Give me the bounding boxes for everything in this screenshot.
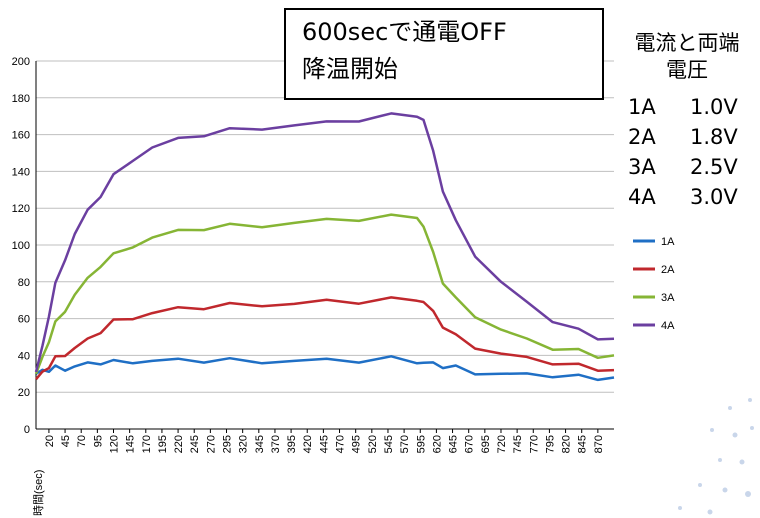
x-tick-label: 795 (544, 435, 556, 453)
x-tick-label: 470 (335, 435, 347, 453)
x-tick-label: 70 (76, 435, 88, 447)
series-line-3A (34, 213, 615, 375)
x-axis-ticks: 20 45 70 95 120 145 170 195 220 245 270 295 320 345 37… (44, 429, 605, 453)
legend: 1A 2A 3A 4A (633, 236, 675, 332)
voltage-value: 3.0V (690, 185, 738, 209)
x-tick-label: 370 (270, 435, 282, 453)
x-tick-label: 270 (205, 435, 217, 453)
x-tick-label: 595 (415, 435, 427, 453)
x-tick-label: 245 (189, 435, 201, 453)
series-lines (34, 112, 615, 382)
x-tick-label: 220 (173, 435, 185, 453)
decorative-dots (678, 398, 754, 515)
x-tick-label: 170 (141, 435, 153, 453)
x-tick-label: 420 (302, 435, 314, 453)
x-tick-label: 545 (383, 435, 395, 453)
x-tick-label: 395 (286, 435, 298, 453)
x-axis-label: 時間(sec) (32, 470, 45, 516)
y-tick-label: 80 (18, 277, 30, 289)
x-tick-label: 445 (318, 435, 330, 453)
current-value: 1A (628, 95, 656, 119)
x-tick-label: 870 (593, 435, 605, 453)
x-tick-label: 695 (480, 435, 492, 453)
table-row: 2A 1.8V (628, 122, 754, 152)
callout-line-2: 降温開始 (302, 55, 398, 83)
y-axis-ticks: 0 20 40 60 80 100 120 140 160 180 200 (12, 56, 30, 436)
side-title-line-2: 電圧 (666, 58, 708, 82)
x-tick-label: 320 (238, 435, 250, 453)
callout-line-1: 600secで通電OFF (302, 18, 507, 46)
y-tick-label: 180 (12, 93, 30, 105)
table-row: 3A 2.5V (628, 152, 754, 182)
table-row: 1A 1.0V (628, 92, 754, 122)
x-tick-label: 95 (92, 435, 104, 447)
y-tick-label: 60 (18, 314, 30, 326)
legend-label-3A: 3A (661, 292, 675, 304)
table-row: 4A 3.0V (628, 182, 754, 212)
x-tick-label: 845 (577, 435, 589, 453)
x-tick-label: 670 (464, 435, 476, 453)
x-tick-label: 620 (431, 435, 443, 453)
current-value: 4A (628, 185, 656, 209)
series-line-4A (34, 112, 615, 373)
current-value: 2A (628, 125, 656, 149)
x-tick-label: 195 (157, 435, 169, 453)
legend-label-2A: 2A (661, 264, 675, 276)
series-line-2A (35, 296, 615, 381)
x-tick-label: 770 (528, 435, 540, 453)
annotation-callout: 600secで通電OFF 降温開始 (284, 8, 604, 100)
x-tick-label: 295 (222, 435, 234, 453)
x-tick-label: 720 (496, 435, 508, 453)
x-tick-label: 520 (367, 435, 379, 453)
x-tick-label: 495 (351, 435, 363, 453)
y-tick-label: 120 (12, 203, 30, 215)
x-tick-label: 145 (125, 435, 137, 453)
voltage-value: 2.5V (690, 155, 738, 179)
x-tick-label: 745 (512, 435, 524, 453)
y-tick-label: 0 (24, 424, 30, 436)
x-tick-label: 120 (108, 435, 120, 453)
x-tick-label: 345 (254, 435, 266, 453)
y-tick-label: 20 (18, 387, 30, 399)
voltage-value: 1.0V (690, 95, 738, 119)
voltage-value: 1.8V (690, 125, 738, 149)
y-tick-label: 100 (12, 240, 30, 252)
y-tick-label: 200 (12, 56, 30, 68)
y-tick-label: 140 (12, 166, 30, 178)
current-value: 3A (628, 155, 656, 179)
side-panel-title: 電流と両端 電圧 (622, 30, 752, 84)
x-tick-label: 645 (448, 435, 460, 453)
y-tick-label: 40 (18, 350, 30, 362)
x-tick-label: 20 (44, 435, 56, 447)
series-line-1A (35, 355, 615, 382)
legend-label-4A: 4A (661, 320, 675, 332)
y-tick-label: 160 (12, 130, 30, 142)
legend-label-1A: 1A (661, 236, 675, 248)
x-tick-label: 820 (561, 435, 573, 453)
x-tick-label: 570 (399, 435, 411, 453)
x-tick-label: 45 (60, 435, 72, 447)
side-title-line-1: 電流と両端 (634, 31, 740, 55)
